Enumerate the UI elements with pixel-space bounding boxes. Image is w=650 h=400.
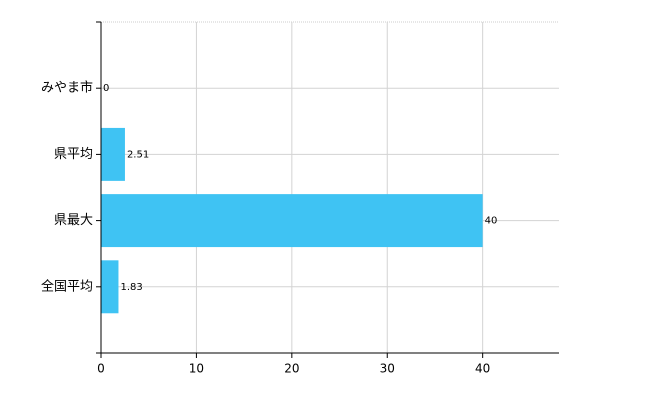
value-label: 1.83 [120,282,142,293]
y-tick-label: 県最大 [54,213,93,228]
bar [101,194,483,248]
x-tick-label: 20 [284,362,299,376]
x-tick-label: 0 [97,362,105,376]
y-tick-label: 県平均 [54,147,93,162]
value-label: 2.51 [127,149,149,160]
value-label: 40 [485,216,498,227]
value-label: 0 [103,83,109,94]
bar [101,127,125,181]
bar [101,260,119,314]
x-tick-label: 10 [189,362,204,376]
y-tick-label: 全国平均 [41,278,93,294]
y-tick-label: みやま市 [41,80,93,96]
x-tick-label: 30 [380,362,395,376]
x-tick-label: 40 [475,362,490,376]
